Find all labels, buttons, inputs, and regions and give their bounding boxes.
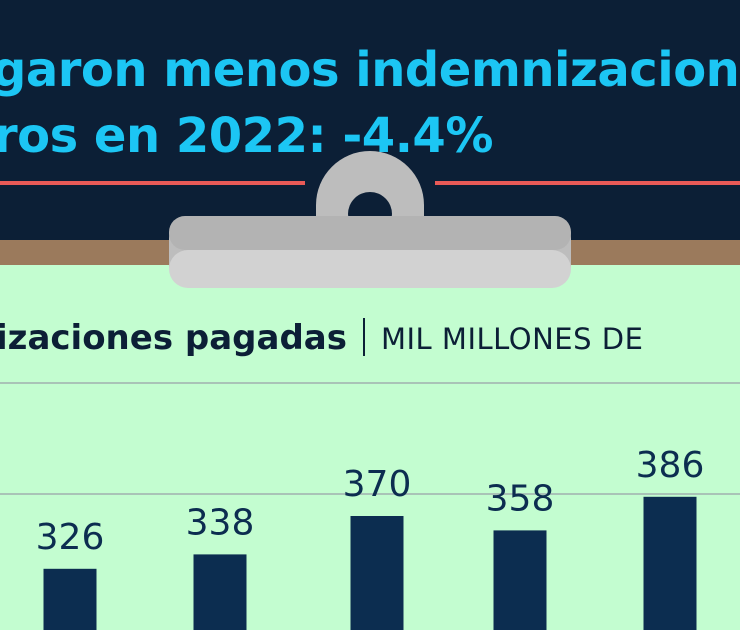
headline-rule-right <box>435 181 740 185</box>
bar-value-label: 358 <box>486 478 555 519</box>
headline-rule-left <box>0 181 305 185</box>
bar-2 <box>193 554 247 630</box>
bar-1 <box>43 568 97 630</box>
subtitle-separator <box>362 318 365 356</box>
chart-title: izaciones pagadas <box>0 318 347 358</box>
clipboard-clip-icon <box>169 151 571 288</box>
subtitle-divider <box>0 382 740 384</box>
bar-value-label: 326 <box>36 517 105 558</box>
bar-4 <box>493 530 547 630</box>
chart-subtitle: izaciones pagadas MIL MILLONES DE <box>0 318 643 356</box>
headline-line-1: garon menos indemnizacion <box>0 42 740 98</box>
bar-value-label: 338 <box>186 502 255 543</box>
chart-unit-label: MIL MILLONES DE <box>380 322 644 356</box>
bar-value-label: 386 <box>636 445 705 486</box>
headline-line-2: ros en 2022: -4.4% <box>0 108 493 164</box>
bar-5 <box>643 496 697 630</box>
bar-value-label: 370 <box>343 464 412 505</box>
bar-3 <box>350 516 404 630</box>
